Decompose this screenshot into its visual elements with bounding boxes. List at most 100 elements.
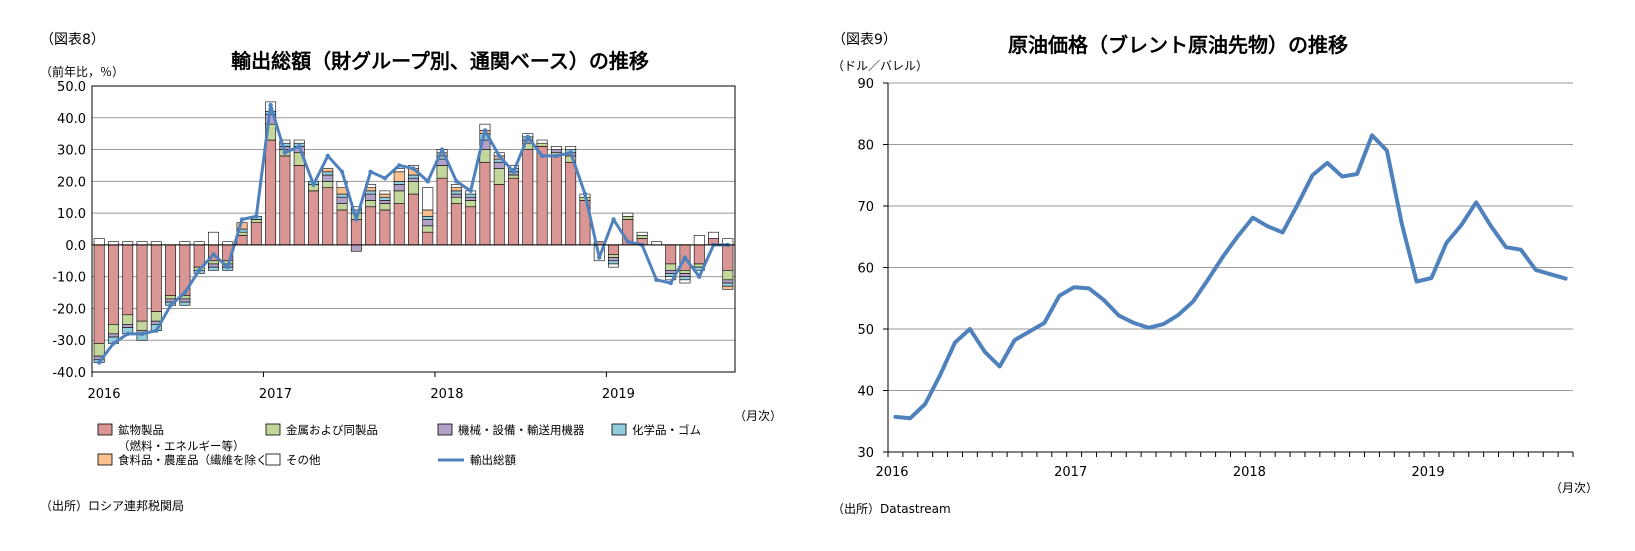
- left-bar-segment: [107, 244, 119, 325]
- left-total-point: [668, 280, 673, 286]
- right-y-tick-label: 40: [857, 385, 874, 400]
- left-bar-segment: [293, 165, 305, 246]
- left-bar-segment: [165, 244, 177, 297]
- left-total-point: [182, 290, 188, 295]
- left-bar-segment: [122, 314, 134, 325]
- left-legend-label: その他: [286, 453, 321, 467]
- left-bar-segment: [665, 263, 677, 271]
- left-bar-segment: [322, 174, 334, 182]
- left-bar-segment: [722, 270, 734, 281]
- right-x-tick-labels: 2016 2017 2018 2019: [875, 465, 1444, 480]
- right-y-tick-labels: 90 80 70 60 50 40 30: [857, 77, 874, 461]
- left-bar-segment: [193, 244, 205, 268]
- left-bar-segment: [465, 200, 477, 208]
- left-unit-label: （前年比，％）: [40, 64, 124, 79]
- left-bar-segment: [279, 139, 291, 144]
- left-legend-label: 金属および同製品: [286, 423, 378, 437]
- left-total-point: [339, 169, 345, 174]
- left-total-point: [582, 191, 588, 197]
- left-bar-segment: [379, 193, 391, 198]
- left-bar-segment: [479, 161, 491, 246]
- left-total-point: [139, 331, 145, 337]
- left-bar-segment: [608, 244, 619, 255]
- left-y-tick-label: 30.0: [57, 144, 86, 159]
- right-x-tick-label: 2019: [1412, 465, 1445, 480]
- left-bar-segment: [150, 244, 162, 312]
- left-x-tick-labels: 2016 2017 2018 2019: [87, 387, 634, 402]
- left-total-point: [168, 303, 173, 308]
- left-bar-segment: [679, 270, 691, 274]
- left-bar-segment: [393, 203, 405, 246]
- left-bar-segment: [608, 257, 619, 262]
- left-bar-segment: [550, 146, 562, 150]
- left-bar-segment: [550, 155, 562, 246]
- left-bar-segment: [665, 244, 677, 265]
- left-y-tick-label: 10.0: [57, 207, 86, 222]
- left-bar-segment: [565, 161, 577, 246]
- left-total-line: [96, 102, 731, 365]
- right-y-tick-label: 60: [857, 262, 874, 277]
- left-bar-segment: [293, 139, 305, 144]
- left-bar-segment: [150, 311, 162, 322]
- left-bar-segment: [122, 244, 134, 316]
- left-total-point: [454, 179, 459, 184]
- left-legend-swatch: [437, 423, 453, 436]
- left-bar-segment: [722, 282, 734, 287]
- left-bar-segment: [379, 209, 391, 246]
- left-bar-segment: [107, 333, 119, 338]
- left-bar-segment: [336, 196, 348, 204]
- left-legend: 鉱物製品 （燃料・エネルギー等） 金属および同製品 機械・設備・輸送用機器 化学品・ゴム…: [97, 423, 701, 467]
- right-x-tick-label: 2016: [875, 465, 908, 480]
- left-legend-label: 機械・設備・輸送用機器: [458, 423, 585, 437]
- left-bar-segment: [365, 206, 377, 246]
- left-bar-segment: [550, 149, 562, 154]
- left-total-point: [411, 166, 416, 171]
- left-y-tick-label: 20.0: [57, 175, 86, 190]
- left-total-point: [239, 217, 245, 222]
- left-bar-segment: [636, 235, 648, 239]
- left-total-point: [311, 182, 316, 187]
- left-bar-segment: [608, 254, 619, 258]
- left-legend-swatch: [265, 453, 281, 466]
- left-x-tick-label: 2019: [602, 387, 635, 402]
- left-bar-segment: [408, 181, 419, 195]
- left-bar-segment: [536, 139, 548, 144]
- left-bar-segment: [422, 231, 434, 246]
- left-legend-swatch: [265, 423, 281, 436]
- left-total-point: [439, 147, 445, 152]
- left-bar-segment: [208, 266, 219, 271]
- left-chart-title: 輸出総額（財グループ別、通関ベース）の推移: [231, 49, 649, 73]
- left-x-tick-label: 2018: [430, 387, 463, 402]
- left-legend-label-line2: （燃料・エネルギー等）: [118, 439, 245, 453]
- left-total-point: [382, 175, 388, 181]
- right-y-tick-label: 30: [857, 446, 874, 461]
- left-bar-segment: [679, 279, 691, 284]
- left-x-unit-label: （月次）: [734, 409, 782, 423]
- left-bar-segment: [107, 324, 119, 335]
- right-y-tick-label: 90: [857, 77, 874, 92]
- left-bar-segment: [450, 187, 462, 192]
- left-total-point: [196, 268, 202, 273]
- left-bar-segment: [208, 263, 219, 268]
- left-bar-segment: [408, 193, 419, 246]
- left-bar-segment: [350, 206, 362, 211]
- right-source: （出所）Datastream: [832, 502, 951, 516]
- left-bar-segment: [422, 219, 434, 227]
- left-bar-segment: [279, 155, 291, 246]
- left-bar-segment: [465, 206, 477, 246]
- left-bar-segment: [165, 295, 177, 300]
- left-total-point: [225, 264, 230, 270]
- left-legend-label: 化学品・ゴム: [632, 423, 701, 437]
- left-bar-segment: [722, 244, 734, 271]
- left-bar-segment: [450, 190, 462, 195]
- left-bar-segment: [636, 231, 648, 236]
- left-bar-segment: [408, 174, 419, 179]
- left-bar-segment: [493, 184, 505, 246]
- left-y-tick-labels: 50.0 40.0 30.0 20.0 10.0 0.0 -10.0 -20.0 -30.0 -4…: [52, 80, 86, 381]
- right-unit-label: （ドル／バレル）: [832, 59, 928, 73]
- left-legend-label: 食料品・農産品（繊維を除く）: [118, 453, 279, 467]
- right-price-line: [893, 133, 1568, 421]
- left-bar-segment: [522, 149, 534, 246]
- left-total-point: [111, 341, 116, 346]
- left-total-point: [368, 169, 373, 174]
